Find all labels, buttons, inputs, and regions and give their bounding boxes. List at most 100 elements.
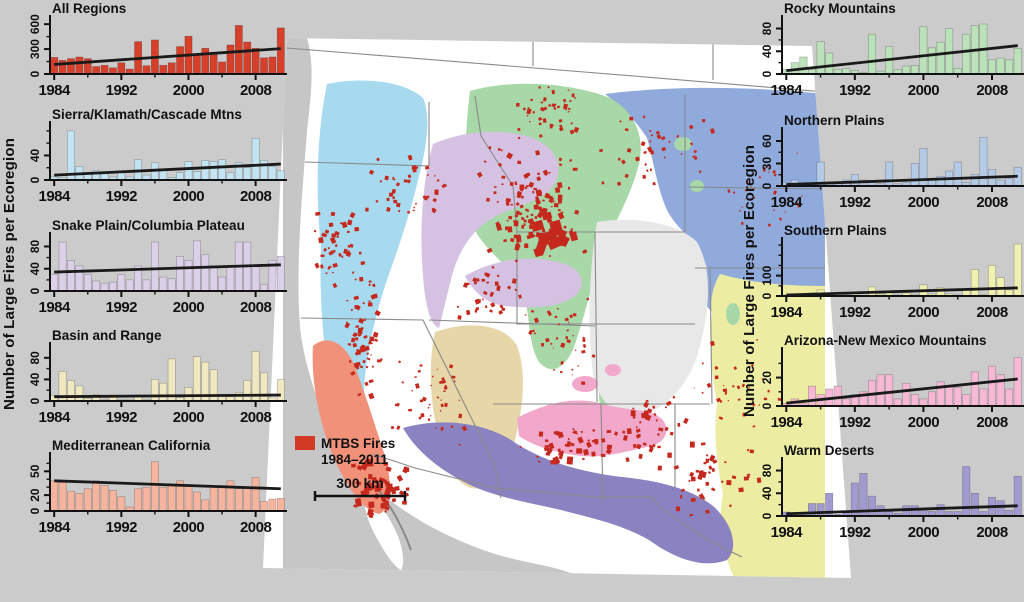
y-tick-label: 0 <box>28 507 42 514</box>
bar-2009 <box>260 372 268 402</box>
bar-2000 <box>184 161 193 181</box>
bar-1996 <box>885 374 894 407</box>
y-tick-label: 20 <box>28 488 42 502</box>
x-tick-label: 2008 <box>240 299 272 316</box>
y-tick-label: 100 <box>760 265 774 285</box>
bar-2001 <box>192 240 201 292</box>
bar-1986 <box>67 58 75 75</box>
bar-1999 <box>910 394 919 407</box>
bar-1986 <box>67 130 75 181</box>
x-tick-label: 1992 <box>106 82 138 99</box>
bar-2000 <box>919 26 928 75</box>
bar-2010 <box>268 166 277 181</box>
bar-1984 <box>50 480 59 512</box>
bar-2001 <box>192 54 201 75</box>
x-tick-label: 1984 <box>39 519 72 536</box>
bar-2010 <box>1005 178 1014 187</box>
bar-2002 <box>201 499 210 512</box>
chart-arizona-new-mexico-mountains: 0 20 1984 1992 2000 2008 Arizona-New Mexico Mo… <box>760 333 1024 431</box>
x-tick-label: 2000 <box>908 194 940 211</box>
bar-1988 <box>83 273 92 292</box>
trend-line <box>786 377 1018 405</box>
y-tick-label: 20 <box>760 371 774 385</box>
bar-2009 <box>260 160 268 181</box>
bar-2004 <box>218 159 226 181</box>
region-pink-patch <box>605 364 621 376</box>
bar-1998 <box>167 278 176 292</box>
bar-2010 <box>268 56 277 75</box>
bar-2007 <box>243 486 252 512</box>
bar-2003 <box>945 385 954 407</box>
bar-1995 <box>142 65 151 75</box>
bar-1990 <box>100 64 109 75</box>
trend-line <box>54 479 281 491</box>
bar-2010 <box>268 498 277 512</box>
map-content: MTBS Fires 1984–2011 300 km <box>283 38 826 578</box>
bar-2009 <box>996 277 1005 297</box>
bar-1995 <box>142 486 151 512</box>
trend-line <box>786 174 1018 186</box>
x-tick-label: 1992 <box>106 299 138 316</box>
y-tick-label: 50 <box>28 464 42 478</box>
y-tick-label: 0 <box>28 70 42 77</box>
bar-1994 <box>868 495 876 517</box>
bar-1990 <box>833 385 842 407</box>
bar-2003 <box>945 28 954 75</box>
legend-label-line1: MTBS Fires <box>321 436 395 451</box>
x-tick-label: 2000 <box>173 299 205 316</box>
chart-title: Northern Plains <box>784 113 885 128</box>
bar-2006 <box>970 371 979 407</box>
bar-2008 <box>988 365 996 407</box>
bar-2005 <box>962 33 971 75</box>
bar-1984 <box>50 57 59 75</box>
bar-2008 <box>251 477 260 512</box>
bar-1999 <box>910 65 919 75</box>
x-tick-label: 1992 <box>106 409 138 426</box>
region-warm-deserts <box>403 422 734 564</box>
legend-fire-swatch <box>295 436 315 450</box>
region-snake-columbia <box>421 131 559 328</box>
bar-1992 <box>850 174 859 187</box>
bar-1987 <box>808 385 816 407</box>
bar-2007 <box>243 380 252 402</box>
y-tick-label: 0 <box>760 292 774 299</box>
bar-1996 <box>885 161 894 187</box>
chart-title: Sierra/Klamath/Cascade Mtns <box>52 107 242 122</box>
chart-rocky-mountains: 0 40 80 1984 1992 2000 2008 Rocky Mountains <box>760 1 1024 99</box>
bar-1989 <box>92 280 101 292</box>
bar-2011 <box>276 256 285 292</box>
chart-title: All Regions <box>52 1 126 16</box>
bar-2004 <box>218 485 226 512</box>
bar-1991 <box>842 398 851 407</box>
trend-line <box>54 263 281 274</box>
x-tick-label: 1992 <box>839 304 871 321</box>
bar-1992 <box>117 496 126 512</box>
x-tick-label: 1992 <box>839 414 871 431</box>
bar-1998 <box>167 62 176 75</box>
chart-title: Snake Plain/Columbia Plateau <box>52 218 245 233</box>
bar-1999 <box>176 256 184 292</box>
bar-1996 <box>151 241 159 292</box>
bar-2008 <box>251 265 260 292</box>
trend-line <box>54 393 281 399</box>
bar-1991 <box>109 490 117 512</box>
x-tick-label: 2008 <box>976 524 1008 541</box>
bar-2004 <box>218 276 226 292</box>
bar-2002 <box>201 47 210 75</box>
x-tick-label: 2008 <box>240 519 272 536</box>
bar-2000 <box>919 398 928 407</box>
y-tick-label: 0 <box>760 512 774 519</box>
bar-1992 <box>117 273 126 292</box>
bar-2001 <box>192 491 201 512</box>
bar-2005 <box>226 265 235 292</box>
y-tick-label: 30 <box>760 157 774 171</box>
x-tick-label: 2008 <box>976 82 1008 99</box>
bar-2009 <box>996 500 1005 517</box>
bar-1985 <box>58 241 67 292</box>
x-tick-label: 2000 <box>908 414 940 431</box>
x-tick-label: 1984 <box>39 409 72 426</box>
x-tick-label: 1992 <box>839 194 871 211</box>
bar-1998 <box>902 65 911 75</box>
map-legend: MTBS Fires 1984–2011 300 km <box>295 436 407 501</box>
x-tick-label: 2008 <box>976 414 1008 431</box>
